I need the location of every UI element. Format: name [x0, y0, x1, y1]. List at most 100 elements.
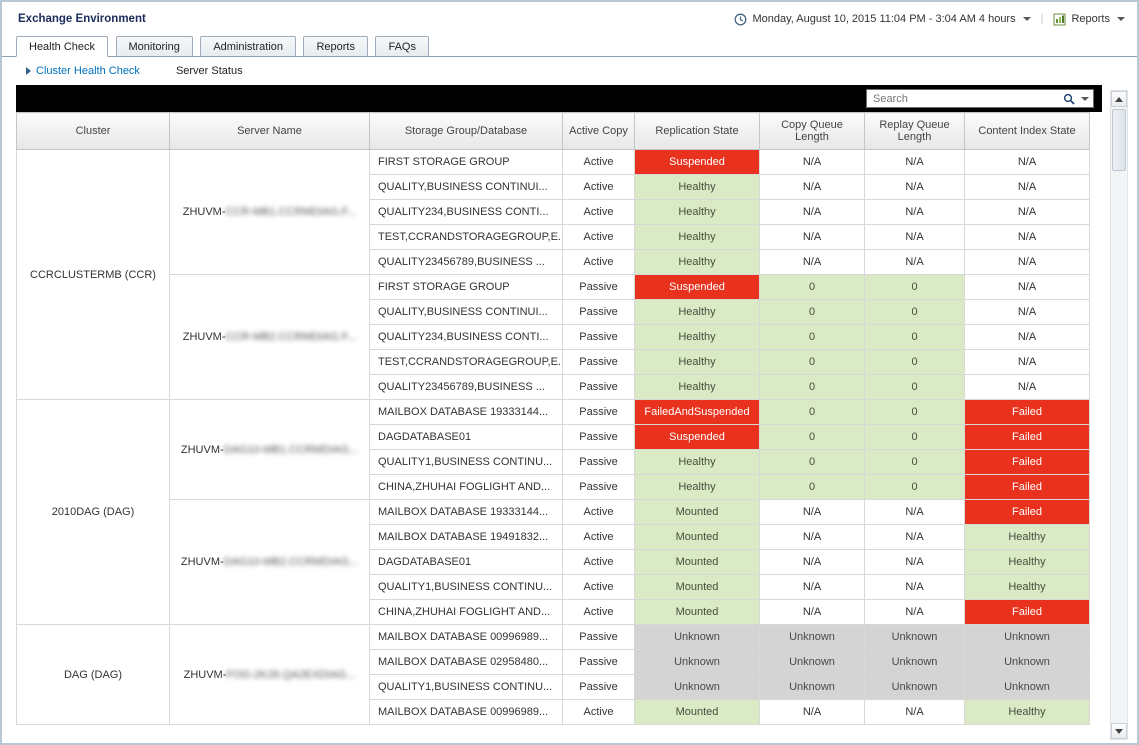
replication-state-cell: Mounted — [634, 499, 760, 525]
cluster-health-table: Cluster Server Name Storage Group/Databa… — [16, 112, 1090, 725]
active-copy-cell: Active — [562, 174, 635, 200]
time-range-label[interactable]: Monday, August 10, 2015 11:04 PM - 3:04 … — [752, 13, 1016, 25]
content-index-cell: Failed — [964, 474, 1090, 500]
column-header-content-index-state[interactable]: Content Index State — [964, 112, 1090, 150]
search-icon[interactable] — [1063, 93, 1075, 105]
database-cell: QUALITY1,BUSINESS CONTINU... — [369, 574, 563, 600]
column-header-active-copy[interactable]: Active Copy — [562, 112, 635, 150]
server-name-cell: ZHUVM-DAG10-MB2.CCRMDIAG... — [169, 499, 370, 625]
copy-queue-cell: Unknown — [759, 624, 865, 650]
column-header-replication-state[interactable]: Replication State — [634, 112, 760, 150]
active-copy-cell: Active — [562, 149, 635, 175]
reports-menu-label[interactable]: Reports — [1071, 13, 1110, 25]
table-row: ZHUVM-DAG10-MB2.CCRMDIAG... MAILBOX DATAB… — [17, 499, 1090, 625]
column-header-replay-queue-length[interactable]: Replay Queue Length — [864, 112, 965, 150]
cluster-cell: CCRCLUSTERMB (CCR) — [16, 149, 170, 400]
replay-queue-cell: 0 — [864, 324, 965, 350]
table-row: DAGDATABASE01 Active Mounted N/A N/A Healthy — [17, 549, 1090, 575]
copy-queue-cell: 0 — [759, 349, 865, 375]
replication-state-cell: Suspended — [634, 149, 760, 175]
server-name-prefix: ZHUVM- — [182, 206, 226, 218]
active-copy-cell: Active — [562, 599, 635, 625]
column-header-cluster[interactable]: Cluster — [16, 112, 170, 150]
replication-state-cell: FailedAndSuspended — [634, 399, 760, 425]
replay-queue-cell: Unknown — [864, 649, 965, 675]
replay-queue-cell: N/A — [864, 174, 965, 200]
copy-queue-cell: 0 — [759, 399, 865, 425]
active-copy-cell: Passive — [562, 349, 635, 375]
content-index-cell: N/A — [964, 199, 1090, 225]
server-name-prefix: ZHUVM- — [180, 443, 224, 456]
replication-state-cell: Mounted — [634, 574, 760, 600]
replay-queue-cell: 0 — [864, 299, 965, 325]
scroll-up-icon[interactable] — [1111, 91, 1127, 107]
active-copy-cell: Passive — [562, 324, 635, 350]
table-row: CCRCLUSTERMB (CCR) ZHUVM-CCR-MB1.CCRMDIAG… — [16, 149, 1090, 400]
replication-state-cell: Mounted — [634, 699, 760, 725]
server-name-redacted: CCR-MB2.CCRMDIAG.F... — [225, 331, 357, 343]
active-copy-cell: Active — [562, 249, 635, 275]
server-name-redacted: DAG10-MB1.CCRMDIAG... — [223, 443, 359, 456]
header-separator: | — [1040, 13, 1044, 25]
scroll-down-icon[interactable] — [1111, 723, 1127, 739]
table-row: DAG (DAG) ZHUVM-FOG-2K26.QA2EXDIAG... MAIL… — [16, 624, 1090, 725]
tab-administration[interactable]: Administration — [200, 36, 297, 57]
subnav-cluster-health-check-label: Cluster Health Check — [36, 65, 140, 77]
health-table-body: CCRCLUSTERMB (CCR) ZHUVM-CCR-MB1.CCRMDIAG… — [16, 149, 1090, 725]
active-copy-cell: Passive — [562, 624, 635, 650]
search-options-dropdown-icon[interactable] — [1081, 96, 1089, 101]
replay-queue-cell: 0 — [864, 424, 965, 450]
replication-state-cell: Mounted — [634, 524, 760, 550]
reports-dropdown-icon[interactable] — [1117, 17, 1125, 21]
column-header-storage-group[interactable]: Storage Group/Database — [369, 112, 563, 150]
tab-faqs[interactable]: FAQs — [375, 36, 429, 57]
server-name-prefix: ZHUVM- — [180, 556, 224, 568]
copy-queue-cell: N/A — [759, 199, 865, 225]
replication-state-cell: Healthy — [634, 324, 760, 350]
sub-navigation: Cluster Health Check Server Status — [2, 57, 1137, 85]
tab-monitoring[interactable]: Monitoring — [115, 36, 193, 57]
replication-state-cell: Healthy — [634, 474, 760, 500]
replay-queue-cell: N/A — [864, 499, 965, 525]
subnav-cluster-health-check[interactable]: Cluster Health Check — [26, 65, 140, 77]
top-header: Exchange Environment Monday, August 10, … — [2, 2, 1137, 36]
search-input[interactable] — [873, 92, 1059, 105]
replay-queue-cell: 0 — [864, 349, 965, 375]
copy-queue-cell: Unknown — [759, 674, 865, 700]
database-cell: FIRST STORAGE GROUP — [369, 274, 563, 300]
database-cell: QUALITY234,BUSINESS CONTI... — [369, 324, 563, 350]
database-cell: MAILBOX DATABASE 00996989... — [369, 624, 563, 650]
database-cell: CHINA,ZHUHAI FOGLIGHT AND... — [369, 599, 563, 625]
active-copy-cell: Passive — [562, 399, 635, 425]
replay-queue-cell: 0 — [864, 274, 965, 300]
time-range-dropdown-icon[interactable] — [1022, 17, 1031, 21]
content-index-cell: Failed — [964, 599, 1090, 625]
tab-bar: Health Check Monitoring Administration R… — [2, 36, 1137, 57]
vertical-scrollbar[interactable] — [1110, 90, 1128, 740]
content-index-cell: Failed — [964, 499, 1090, 525]
replay-queue-cell: N/A — [864, 549, 965, 575]
clock-icon — [735, 13, 747, 25]
column-header-server-name[interactable]: Server Name — [169, 112, 370, 150]
copy-queue-cell: 0 — [759, 474, 865, 500]
tab-health-check[interactable]: Health Check — [16, 36, 109, 57]
replay-queue-cell: N/A — [864, 574, 965, 600]
column-header-copy-queue-length[interactable]: Copy Queue Length — [759, 112, 865, 150]
copy-queue-cell: 0 — [759, 324, 865, 350]
header-controls: Monday, August 10, 2015 11:04 PM - 3:04 … — [734, 13, 1125, 26]
replay-queue-cell: Unknown — [864, 674, 965, 700]
active-copy-cell: Passive — [562, 674, 635, 700]
content-index-cell: Unknown — [964, 674, 1090, 700]
subnav-server-status[interactable]: Server Status — [176, 65, 243, 77]
tab-reports[interactable]: Reports — [303, 36, 368, 57]
server-name-cell: ZHUVM-CCR-MB2.CCRMDIAG.F... — [169, 274, 370, 400]
database-cell: CHINA,ZHUHAI FOGLIGHT AND... — [369, 474, 563, 500]
active-copy-cell: Active — [562, 524, 635, 550]
replay-queue-cell: 0 — [864, 449, 965, 475]
table-row: QUALITY234,BUSINESS CONTI... Passive Healt… — [17, 324, 1090, 350]
subnav-server-status-label: Server Status — [175, 65, 243, 77]
table-row: QUALITY,BUSINESS CONTINUI... Active Health… — [17, 174, 1090, 200]
scrollbar-thumb[interactable] — [1112, 109, 1126, 171]
replay-queue-cell: N/A — [864, 699, 965, 725]
